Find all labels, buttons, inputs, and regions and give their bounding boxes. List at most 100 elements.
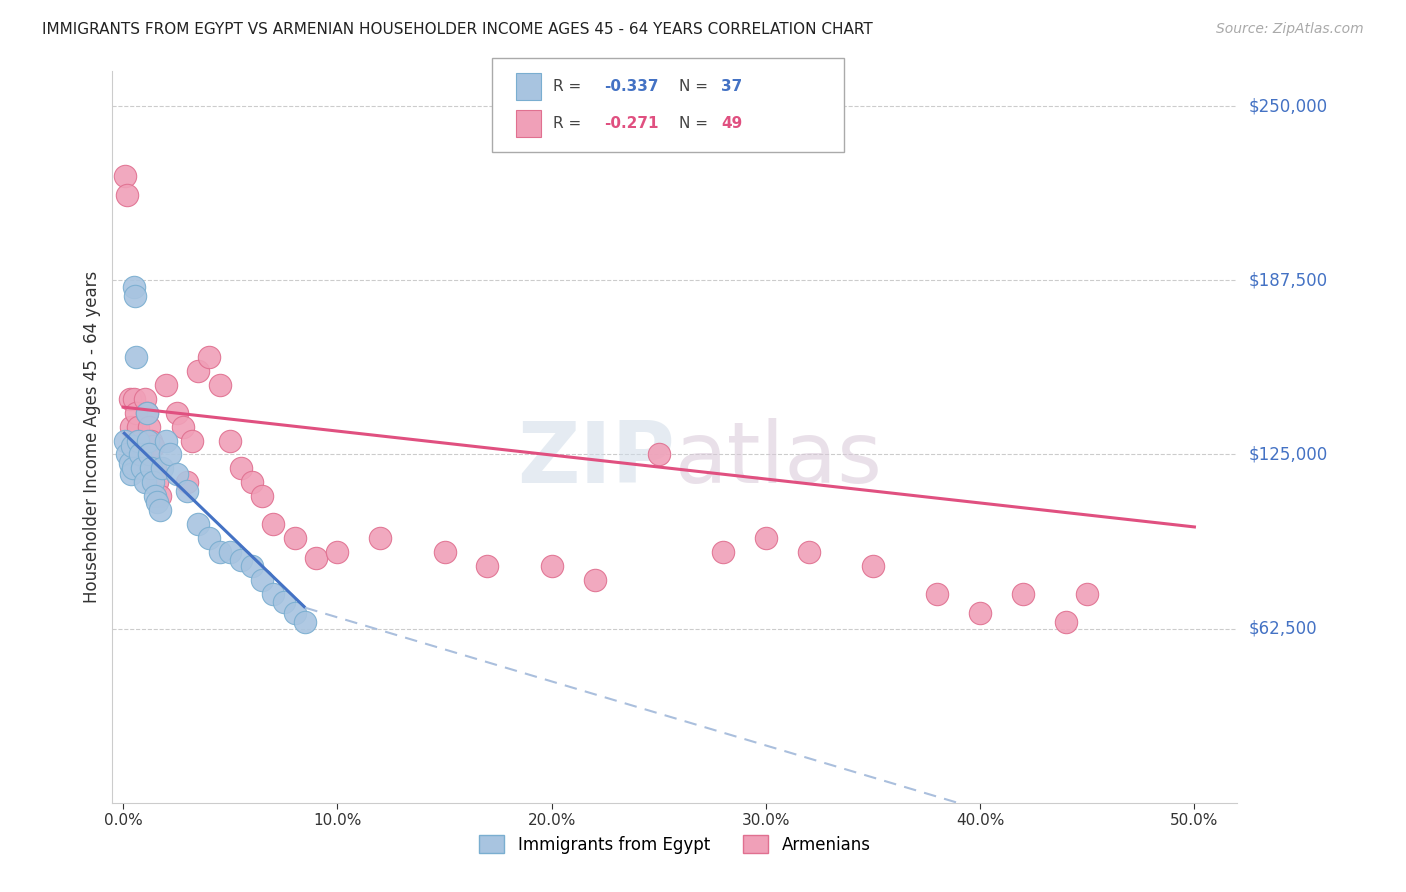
Point [198, 531, 221, 545]
Point [146, 475, 169, 490]
Point [121, 461, 143, 475]
Text: atlas: atlas [675, 417, 883, 500]
Point [124, 288, 146, 302]
Point [159, 448, 181, 462]
Point [114, 434, 136, 448]
Point [136, 434, 159, 448]
Point [139, 434, 162, 448]
Point [127, 434, 149, 448]
Point [142, 475, 165, 490]
Point [138, 448, 160, 462]
Point [208, 377, 231, 392]
Point [969, 607, 991, 621]
Point [477, 558, 499, 573]
Text: 49: 49 [721, 116, 742, 131]
Point [155, 434, 177, 448]
Point [120, 467, 142, 481]
Point [118, 392, 141, 406]
Point [219, 434, 242, 448]
Point [273, 595, 295, 609]
Point [1054, 615, 1077, 629]
Point [129, 434, 152, 448]
Text: $250,000: $250,000 [1249, 97, 1327, 115]
Text: Source: ZipAtlas.com: Source: ZipAtlas.com [1216, 22, 1364, 37]
Text: $62,500: $62,500 [1249, 620, 1317, 638]
Point [142, 439, 165, 453]
Text: -0.271: -0.271 [605, 116, 659, 131]
Point [187, 517, 209, 532]
Point [583, 573, 606, 587]
Text: IMMIGRANTS FROM EGYPT VS ARMENIAN HOUSEHOLDER INCOME AGES 45 - 64 YEARS CORRELAT: IMMIGRANTS FROM EGYPT VS ARMENIAN HOUSEH… [42, 22, 873, 37]
Point [127, 419, 149, 434]
Point [149, 503, 172, 517]
Point [262, 517, 284, 532]
Point [129, 448, 152, 462]
Point [138, 419, 160, 434]
Point [240, 475, 263, 490]
Point [121, 439, 143, 453]
Point [122, 392, 145, 406]
Text: R =: R = [553, 78, 586, 94]
Point [150, 461, 173, 475]
Point [134, 475, 156, 490]
Point [131, 448, 153, 462]
Text: ZIP: ZIP [517, 417, 675, 500]
Point [139, 461, 162, 475]
Point [114, 169, 136, 183]
Point [208, 545, 231, 559]
Point [166, 406, 188, 420]
Text: 37: 37 [721, 78, 742, 94]
Point [121, 439, 143, 453]
Point [146, 495, 169, 509]
Point [149, 489, 172, 503]
Point [120, 419, 142, 434]
Point [927, 587, 949, 601]
Point [797, 545, 820, 559]
Point [540, 558, 562, 573]
Point [118, 456, 141, 470]
Text: -0.337: -0.337 [605, 78, 659, 94]
Point [648, 448, 671, 462]
Legend: Immigrants from Egypt, Armenians: Immigrants from Egypt, Armenians [472, 829, 877, 860]
Point [862, 558, 884, 573]
Text: R =: R = [553, 116, 586, 131]
Text: $125,000: $125,000 [1249, 445, 1327, 464]
Point [155, 377, 177, 392]
Point [176, 475, 198, 490]
Point [326, 545, 349, 559]
Point [1012, 587, 1035, 601]
Point [117, 448, 139, 462]
Point [176, 483, 198, 498]
Point [172, 419, 194, 434]
Point [433, 545, 456, 559]
Text: $187,500: $187,500 [1249, 271, 1327, 289]
Text: N =: N = [679, 78, 713, 94]
Point [284, 607, 307, 621]
Point [229, 461, 252, 475]
Point [198, 350, 221, 364]
Point [180, 434, 202, 448]
Point [252, 573, 274, 587]
Point [229, 553, 252, 567]
Point [135, 406, 157, 420]
Point [240, 558, 263, 573]
Point [122, 280, 145, 294]
Point [252, 489, 274, 503]
Point [134, 392, 156, 406]
Point [125, 406, 148, 420]
Point [143, 461, 166, 475]
Point [219, 545, 242, 559]
Point [117, 188, 139, 202]
Text: N =: N = [679, 116, 713, 131]
Point [262, 587, 284, 601]
Point [711, 545, 734, 559]
Point [187, 364, 209, 378]
Point [284, 531, 307, 545]
Point [166, 467, 188, 481]
Point [135, 406, 157, 420]
Point [143, 489, 166, 503]
Point [305, 550, 328, 565]
Point [755, 531, 778, 545]
Y-axis label: Householder Income Ages 45 - 64 years: Householder Income Ages 45 - 64 years [83, 271, 101, 603]
Point [125, 350, 148, 364]
